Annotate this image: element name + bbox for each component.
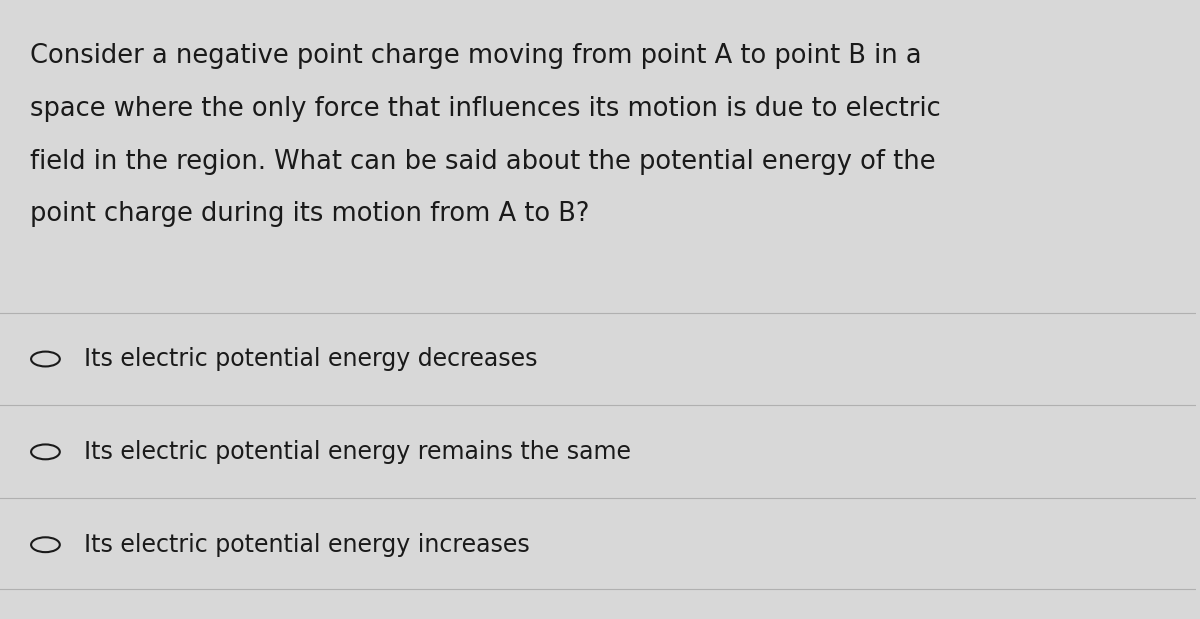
Text: point charge during its motion from A to B?: point charge during its motion from A to…: [30, 201, 589, 227]
Text: field in the region. What can be said about the potential energy of the: field in the region. What can be said ab…: [30, 149, 936, 175]
Text: space where the only force that influences its motion is due to electric: space where the only force that influenc…: [30, 96, 941, 122]
Text: Its electric potential energy remains the same: Its electric potential energy remains th…: [84, 440, 631, 464]
Text: Its electric potential energy decreases: Its electric potential energy decreases: [84, 347, 538, 371]
Text: Consider a negative point charge moving from point A to point B in a: Consider a negative point charge moving …: [30, 43, 922, 69]
Text: Its electric potential energy increases: Its electric potential energy increases: [84, 533, 529, 556]
